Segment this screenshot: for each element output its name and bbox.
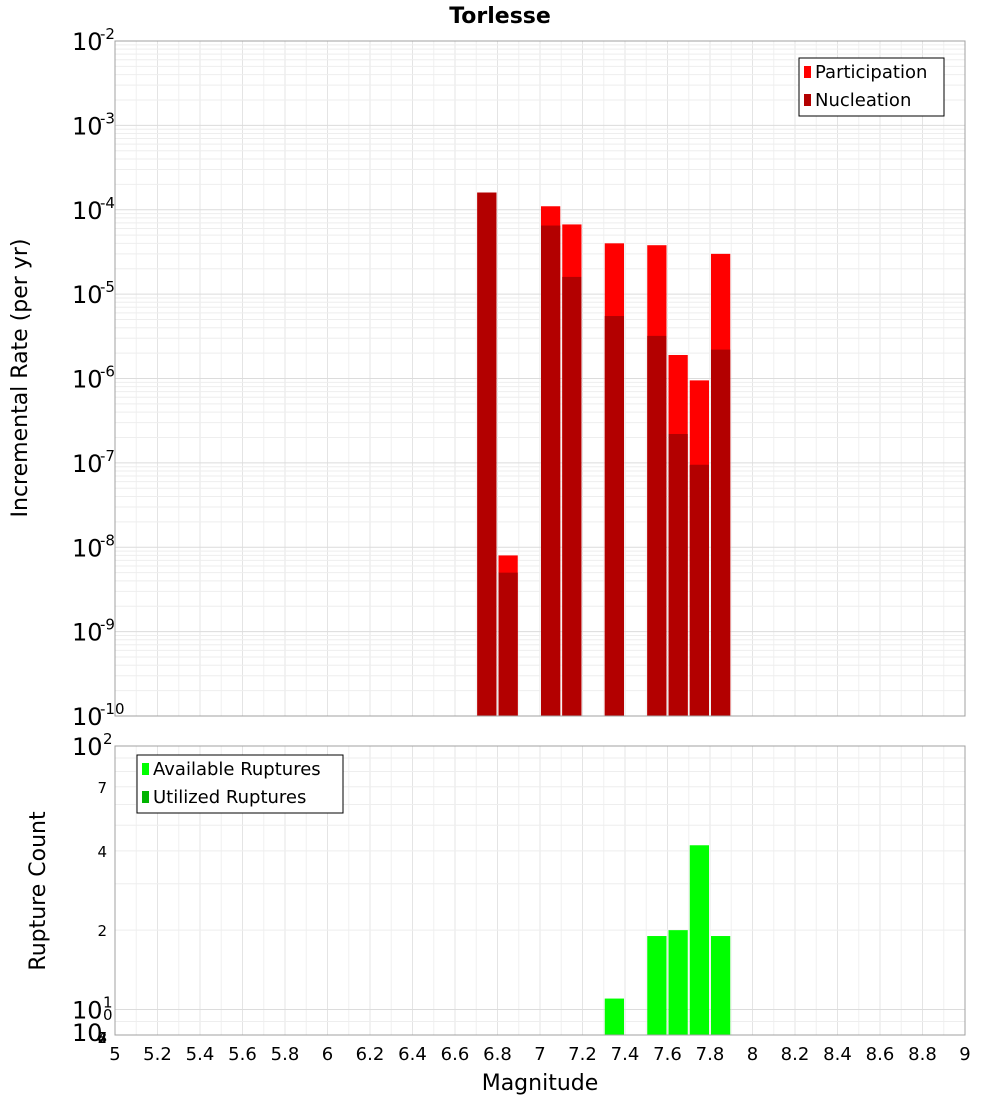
top-y-tick-exponent: -10	[100, 700, 125, 718]
top-y-tick-exponent: -2	[100, 25, 115, 43]
nucleation-bar	[562, 276, 582, 716]
x-tick-label: 5.2	[143, 1044, 172, 1065]
top-y-tick-exponent: -9	[100, 616, 115, 634]
bottom-y-axis-label: Rupture Count	[26, 811, 51, 971]
nucleation-bar	[604, 316, 624, 716]
x-tick-label: 7.2	[568, 1044, 597, 1065]
bottom-y-minor-tick-label: 2	[97, 1029, 107, 1047]
top-legend-label: Participation	[815, 62, 927, 83]
top-y-tick-exponent: -7	[100, 447, 115, 465]
available-ruptures-bar	[647, 936, 667, 1035]
x-tick-label: 9	[959, 1044, 970, 1065]
x-tick-label: 8.6	[866, 1044, 895, 1065]
top-bars	[477, 192, 731, 717]
chart-title: Torlesse	[449, 4, 551, 29]
x-tick-label: 6.6	[441, 1044, 470, 1065]
nucleation-bar	[498, 572, 518, 716]
x-tick-label: 8.2	[781, 1044, 810, 1065]
top-y-tick-label: 10	[72, 281, 103, 309]
bottom-bars	[604, 845, 731, 1035]
top-y-tick-label: 10	[72, 703, 103, 731]
nucleation-bar	[477, 192, 497, 717]
top-y-tick-label: 10	[72, 366, 103, 394]
x-tick-label: 6	[322, 1044, 333, 1065]
nucleation-bar	[541, 225, 561, 716]
top-legend-swatch	[804, 94, 811, 106]
nucleation-bar	[711, 349, 731, 716]
available-ruptures-bar	[689, 845, 709, 1035]
bottom-y-minor-tick-label: 7	[97, 1029, 107, 1047]
bottom-plot-border	[114, 745, 966, 1036]
bottom-y-minor-tick-label: 2	[97, 922, 107, 940]
top-y-tick-label: 10	[72, 619, 103, 647]
top-y-tick-label: 10	[72, 534, 103, 562]
top-y-tick-exponent: -8	[100, 531, 115, 549]
top-y-tick-label: 10	[72, 28, 103, 56]
bottom-y-tick-label: 10	[72, 1019, 103, 1047]
bottom-y-tick-label: 10	[72, 996, 103, 1024]
bottom-legend-swatch	[142, 763, 149, 775]
top-legend-box	[798, 57, 945, 117]
nucleation-bar	[668, 433, 688, 716]
bottom-legend-label: Utilized Ruptures	[153, 787, 306, 808]
top-legend: Participation Nucleation	[798, 57, 945, 117]
top-y-tick-exponent: -4	[100, 194, 115, 212]
bottom-legend-box	[136, 754, 344, 814]
x-tick-label: 5.4	[186, 1044, 215, 1065]
bottom-legend-label: Available Ruptures	[153, 759, 321, 780]
top-y-tick-exponent: -6	[100, 363, 115, 381]
available-ruptures-bar	[668, 930, 688, 1035]
x-tick-label: 6.4	[398, 1044, 427, 1065]
top-y-tick-label: 10	[72, 450, 103, 478]
x-tick-label: 5.8	[271, 1044, 300, 1065]
bottom-y-minor-tick-label: 4	[97, 1029, 107, 1047]
x-tick-label: 8.4	[823, 1044, 852, 1065]
x-tick-label: 7.4	[611, 1044, 640, 1065]
top-y-tick-exponent: -5	[100, 278, 115, 296]
bottom-y-tick-label: 10	[72, 733, 103, 761]
available-ruptures-bar	[604, 998, 624, 1035]
top-plot-border	[114, 40, 966, 717]
x-tick-label: 7	[534, 1044, 545, 1065]
x-tick-label: 6.2	[356, 1044, 385, 1065]
top-y-tick-label: 10	[72, 197, 103, 225]
bottom-y-tick-exponent: 2	[103, 730, 113, 748]
x-tick-label: 8	[747, 1044, 758, 1065]
x-tick-label: 5	[109, 1044, 120, 1065]
top-panel-grid	[114, 41, 966, 717]
x-tick-label: 8.8	[908, 1044, 937, 1065]
bottom-y-minor-tick-label: 4	[97, 843, 107, 861]
available-ruptures-bar	[711, 936, 731, 1035]
x-tick-label: 6.8	[483, 1044, 512, 1065]
top-y-axis-label: Incremental Rate (per yr)	[8, 239, 33, 518]
bottom-y-tick-exponent: 1	[103, 993, 113, 1011]
nucleation-bar	[647, 335, 667, 716]
bottom-legend: Available Ruptures Utilized Ruptures	[136, 754, 344, 814]
x-tick-label: 7.8	[696, 1044, 725, 1065]
bottom-legend-swatch	[142, 791, 149, 803]
x-axis-label: Magnitude	[482, 1071, 599, 1096]
x-tick-label: 7.6	[653, 1044, 682, 1065]
bottom-y-tick-exponent: 0	[103, 1006, 113, 1024]
top-y-tick-exponent: -3	[100, 109, 115, 127]
x-tick-label: 5.6	[228, 1044, 257, 1065]
bottom-y-minor-tick-label: 8	[97, 1029, 107, 1047]
top-y-tick-label: 10	[72, 112, 103, 140]
top-legend-swatch	[804, 66, 811, 78]
nucleation-bar	[689, 464, 709, 716]
top-legend-label: Nucleation	[815, 90, 911, 111]
bottom-y-minor-tick-label: 7	[97, 779, 107, 797]
